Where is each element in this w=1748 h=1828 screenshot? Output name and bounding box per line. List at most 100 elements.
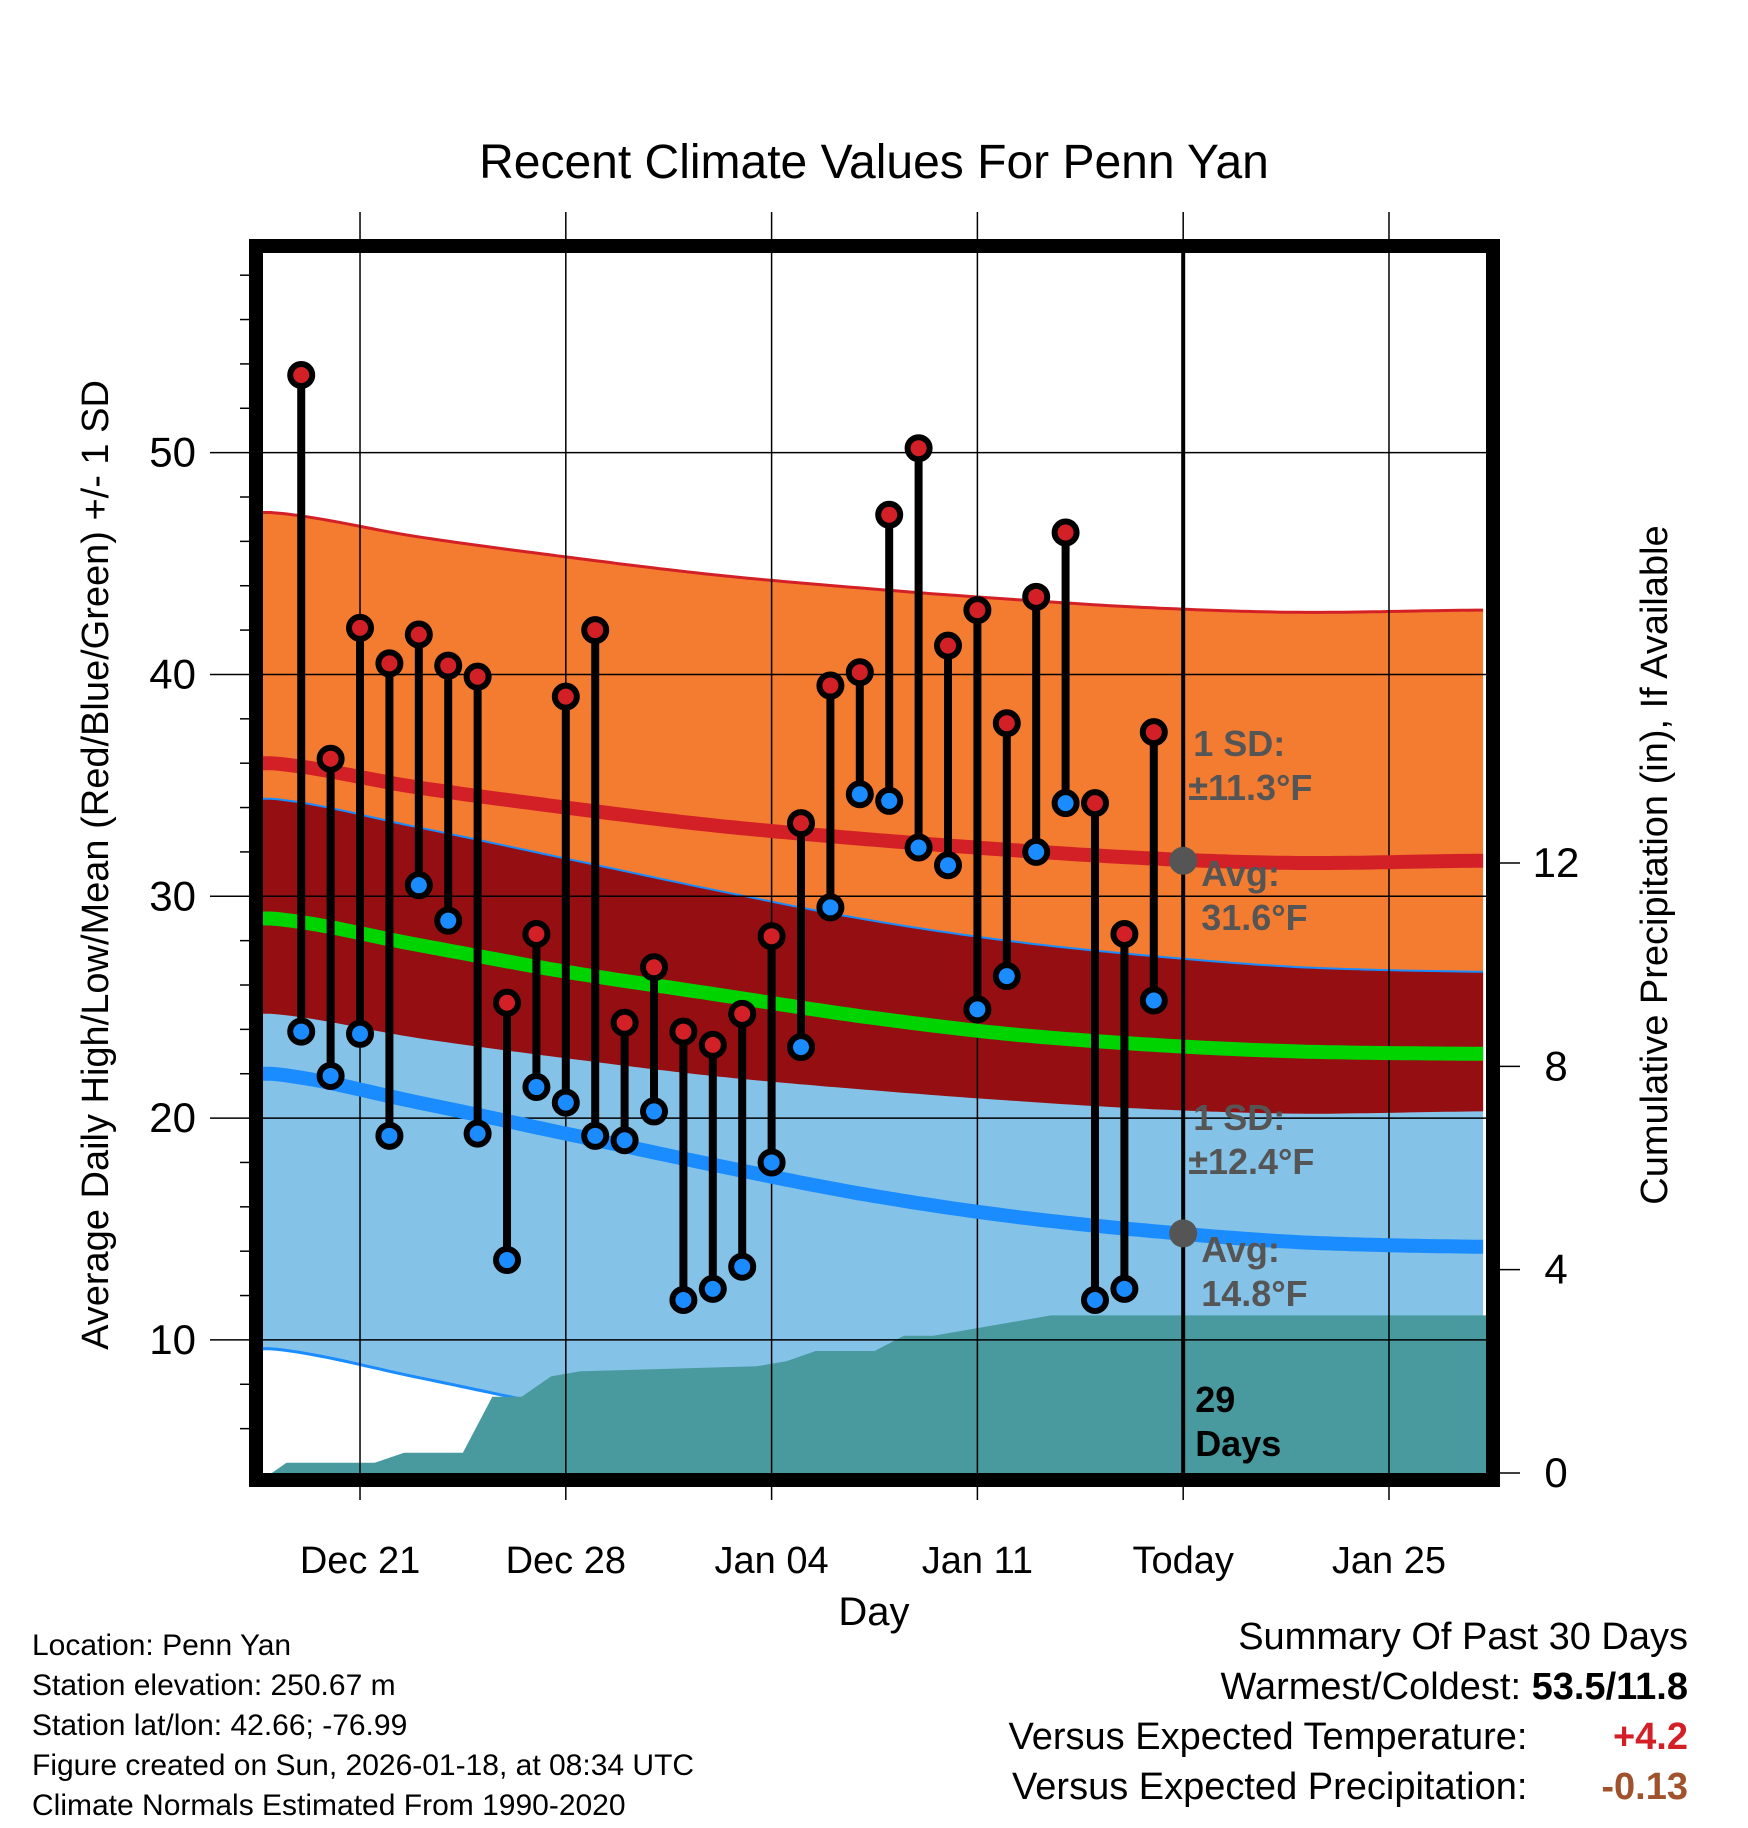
high-sd-label: 1 SD: bbox=[1193, 723, 1285, 764]
daily-high-point bbox=[757, 922, 786, 951]
daily-low-point bbox=[287, 1017, 316, 1046]
daily-low-point bbox=[728, 1252, 757, 1281]
low-avg-label: Avg: bbox=[1201, 1229, 1280, 1270]
days-count: 29 bbox=[1195, 1379, 1235, 1420]
high-avg-label: Avg: bbox=[1201, 853, 1280, 894]
daily-high-point bbox=[787, 809, 816, 838]
y-right-tick-label: 4 bbox=[1544, 1246, 1567, 1293]
daily-low-point bbox=[757, 1148, 786, 1177]
summary-precip: Versus Expected Precipitation: -0.13 bbox=[1009, 1762, 1688, 1812]
daily-low-point bbox=[1051, 789, 1080, 818]
daily-high-point bbox=[904, 434, 933, 463]
daily-high-point bbox=[963, 596, 992, 625]
daily-low-point bbox=[875, 786, 904, 815]
daily-high-point bbox=[875, 500, 904, 529]
daily-low-point bbox=[1139, 986, 1168, 1015]
daily-high-point bbox=[698, 1030, 727, 1059]
summary-title: Summary Of Past 30 Days bbox=[1238, 1616, 1688, 1658]
low-sd-upper-edge bbox=[263, 797, 1484, 973]
daily-high-point bbox=[287, 361, 316, 389]
daily-high-point bbox=[581, 616, 610, 645]
low-sd-value: ±12.4°F bbox=[1188, 1141, 1314, 1182]
daily-low-point bbox=[1110, 1274, 1139, 1303]
daily-high-point bbox=[522, 919, 551, 948]
daily-high-point bbox=[316, 744, 345, 773]
y-tick-label: 30 bbox=[149, 872, 196, 919]
daily-low-point bbox=[787, 1033, 816, 1062]
daily-high-point bbox=[845, 658, 874, 687]
daily-high-point bbox=[346, 613, 375, 642]
daily-high-point bbox=[1110, 919, 1139, 948]
daily-high-point bbox=[463, 662, 492, 691]
daily-high-point bbox=[551, 682, 580, 711]
created-text: Figure created on Sun, 2026-01-18, at 08… bbox=[32, 1749, 695, 1782]
x-tick-label: Jan 11 bbox=[922, 1540, 1033, 1582]
x-axis-label: Day bbox=[838, 1590, 909, 1634]
daily-low-point bbox=[434, 906, 463, 935]
daily-low-point bbox=[404, 871, 433, 900]
high-sd-value: ±11.3°F bbox=[1188, 767, 1312, 808]
location-text: Location: Penn Yan bbox=[32, 1629, 292, 1662]
daily-high-point bbox=[404, 620, 433, 649]
daily-high-point bbox=[992, 709, 1021, 738]
daily-low-point bbox=[845, 780, 874, 809]
daily-low-point bbox=[963, 995, 992, 1024]
warm-cold-label: Warmest/Coldest: bbox=[1220, 1666, 1522, 1708]
high-avg-value: 31.6°F bbox=[1201, 897, 1307, 938]
daily-low-point bbox=[581, 1121, 610, 1150]
summary-warm-cold: Warmest/Coldest: 53.5/11.8 bbox=[1009, 1662, 1688, 1712]
daily-low-point bbox=[933, 851, 962, 880]
daily-low-point bbox=[610, 1126, 639, 1155]
y-axis-label-right: Cumulative Precipitation (in), If Availa… bbox=[1634, 525, 1676, 1204]
elevation-text: Station elevation: 250.67 m bbox=[32, 1669, 396, 1702]
warm-cold-value: 53.5/11.8 bbox=[1531, 1666, 1688, 1708]
daily-low-point bbox=[375, 1121, 404, 1150]
daily-low-point bbox=[698, 1274, 727, 1303]
daily-high-point bbox=[375, 649, 404, 678]
plot-frame bbox=[249, 239, 1500, 1487]
daily-low-point bbox=[493, 1246, 522, 1275]
normal-high-line bbox=[263, 756, 1484, 870]
precip-label: Versus Expected Precipitation: bbox=[1012, 1766, 1528, 1808]
x-tick-label: Jan 25 bbox=[1332, 1540, 1446, 1582]
normals-text: Climate Normals Estimated From 1990-2020 bbox=[32, 1789, 626, 1822]
precip-value: -0.13 bbox=[1601, 1766, 1688, 1808]
latlon-text: Station lat/lon: 42.66; -76.99 bbox=[32, 1709, 408, 1742]
temp-value: +4.2 bbox=[1612, 1716, 1688, 1758]
daily-high-point bbox=[933, 631, 962, 660]
daily-low-point bbox=[816, 893, 845, 922]
normal-low-line bbox=[263, 1066, 1484, 1254]
low-sd-label: 1 SD: bbox=[1193, 1097, 1285, 1138]
daily-high-point bbox=[1139, 718, 1168, 747]
y-axis-label: Average Daily High/Low/Mean (Red/Blue/Gr… bbox=[75, 380, 117, 1350]
y-tick-label: 40 bbox=[149, 650, 196, 697]
daily-high-point bbox=[1022, 582, 1051, 611]
daily-low-point bbox=[669, 1285, 698, 1314]
daily-high-point bbox=[1051, 518, 1080, 547]
daily-low-point bbox=[1080, 1285, 1109, 1314]
daily-high-point bbox=[728, 999, 757, 1028]
x-tick-label: Dec 28 bbox=[506, 1540, 626, 1582]
daily-low-point bbox=[522, 1073, 551, 1102]
daily-high-point bbox=[640, 953, 669, 982]
daily-low-point bbox=[1022, 837, 1051, 866]
daily-high-point bbox=[434, 651, 463, 680]
summary-temp: Versus Expected Temperature: +4.2 bbox=[1009, 1712, 1688, 1762]
y-right-tick-label: 0 bbox=[1544, 1449, 1567, 1496]
high-sd-upper-edge bbox=[263, 511, 1484, 614]
daily-low-point bbox=[551, 1088, 580, 1117]
daily-high-point bbox=[816, 671, 845, 700]
days-label: Days bbox=[1195, 1423, 1281, 1464]
daily-low-point bbox=[904, 833, 933, 862]
y-tick-label: 50 bbox=[149, 429, 196, 476]
daily-low-point bbox=[463, 1119, 492, 1148]
temp-label: Versus Expected Temperature: bbox=[1008, 1716, 1528, 1758]
low-avg-marker bbox=[1169, 1219, 1198, 1248]
chart-title: Recent Climate Values For Penn Yan bbox=[479, 136, 1269, 189]
summary-panel: Summary Of Past 30 Days Warmest/Coldest:… bbox=[1009, 1612, 1688, 1812]
x-tick-label: Jan 04 bbox=[715, 1540, 829, 1582]
normal-mean-line bbox=[263, 911, 1484, 1061]
daily-low-point bbox=[346, 1019, 375, 1048]
daily-low-point bbox=[992, 962, 1021, 991]
